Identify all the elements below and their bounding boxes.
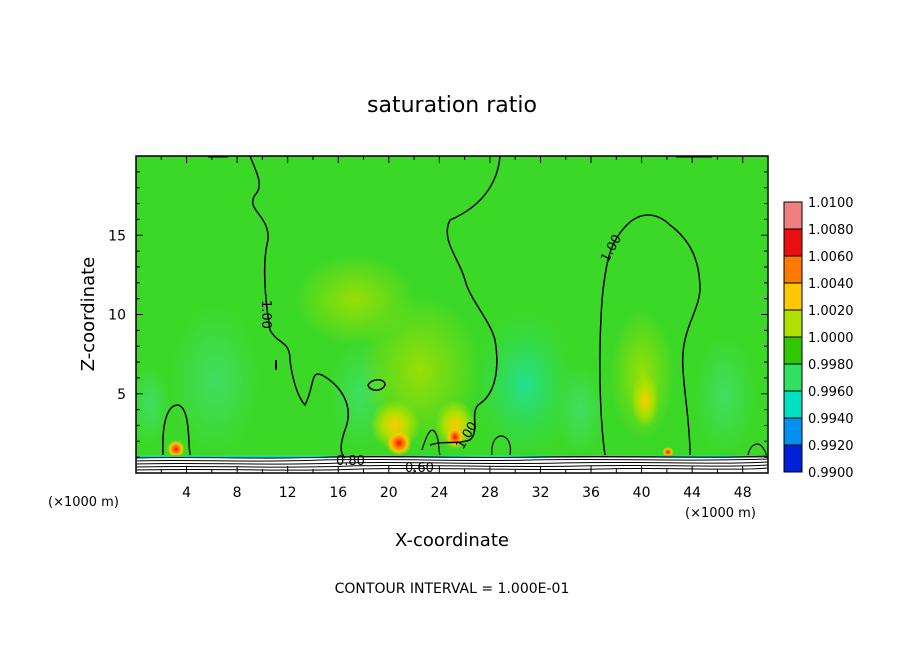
colorbar-label: 1.0000 [808, 331, 854, 346]
saturation-field [136, 156, 768, 473]
x-axis-label: X-coordinate [395, 530, 509, 551]
colorbar-segment [784, 418, 802, 445]
x-tick-label: 24 [430, 485, 448, 501]
colorbar-label: 0.9940 [808, 412, 854, 427]
y-tick-label: 5 [117, 387, 126, 403]
colorbar-segment [784, 391, 802, 418]
x-tick-label: 36 [582, 485, 600, 501]
contour-line [491, 435, 512, 456]
ground-contours [136, 455, 768, 471]
cool-region [695, 335, 755, 455]
hot-spot [167, 440, 185, 458]
cool-region [475, 310, 575, 460]
x-tick-label: 40 [633, 485, 651, 501]
x-tick-label: 16 [329, 485, 347, 501]
y-axis-label: Z-coordinate [78, 257, 99, 372]
y-tick-label: 15 [108, 228, 126, 244]
contour-line [421, 429, 441, 456]
colorbar-segment [784, 337, 802, 364]
colorbar-label: 1.0060 [808, 250, 854, 265]
colorbar-segment [784, 283, 802, 310]
colorbar-segment [784, 445, 802, 472]
cool-region [555, 365, 605, 455]
colorbar-segment [784, 310, 802, 337]
x-unit-right: (×1000 m) [685, 506, 756, 521]
x-tick-label: 8 [233, 485, 242, 501]
x-tick-label: 12 [279, 485, 297, 501]
contour-line [367, 379, 386, 391]
x-tick-label: 48 [734, 485, 752, 501]
colorbar: 1.0100 1.0080 1.0060 1.0040 1.0020 1.0000 0.99… [783, 196, 854, 481]
colorbar-label: 0.9900 [808, 466, 854, 481]
colorbar-label: 1.0100 [808, 196, 854, 211]
cool-region [136, 365, 170, 445]
hot-spot [386, 430, 412, 456]
x-axis: 4 8 12 16 20 24 28 32 36 40 44 48 [160, 156, 769, 501]
contour-line [429, 156, 501, 446]
colorbar-segment [784, 229, 802, 256]
contour-line [249, 156, 349, 459]
contour-line [747, 443, 767, 456]
hot-spot [662, 447, 674, 457]
colorbar-segment [784, 202, 802, 229]
cool-region [170, 305, 260, 455]
contour-line [162, 404, 191, 456]
warm-region [631, 372, 659, 428]
colorbar-label: 0.9920 [808, 439, 854, 454]
colorbar-label: 1.0080 [808, 223, 854, 238]
warm-region [435, 400, 475, 450]
colorbar-label: 0.9960 [808, 385, 854, 400]
contour-label: 0.80 [336, 454, 365, 469]
colorbar-label: 1.0040 [808, 277, 854, 292]
x-tick-label: 32 [532, 485, 550, 501]
colorbar-label: 0.9980 [808, 358, 854, 373]
colorbar-label: 1.0020 [808, 304, 854, 319]
contour-label: 1.00 [258, 300, 273, 329]
chart-title: saturation ratio [367, 93, 537, 118]
x-tick-label: 20 [380, 485, 398, 501]
y-tick-label: 10 [108, 308, 126, 324]
x-unit-left: (×1000 m) [48, 495, 119, 510]
contour-line [599, 214, 701, 456]
contour-interval-note: CONTOUR INTERVAL = 1.000E-01 [335, 581, 570, 597]
x-tick-label: 4 [182, 485, 191, 501]
x-tick-label: 28 [481, 485, 499, 501]
y-axis: 5 10 15 [108, 171, 768, 458]
colorbar-segment [784, 364, 802, 391]
colorbar-segment [784, 256, 802, 283]
x-tick-label: 44 [683, 485, 701, 501]
